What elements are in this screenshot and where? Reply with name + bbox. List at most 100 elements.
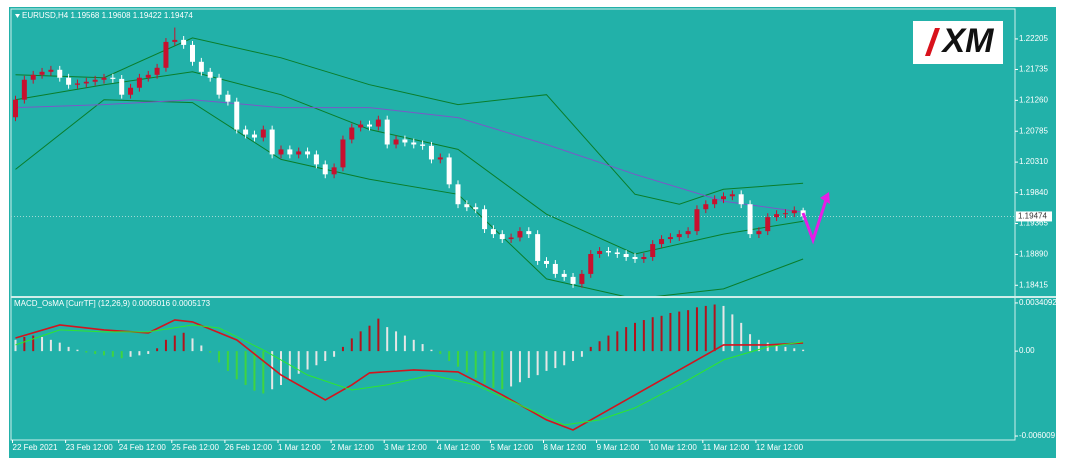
- candle-body: [659, 239, 665, 245]
- plots: EURUSD,H4 1.19568 1.19608 1.19422 1.1947…: [11, 11, 1057, 452]
- x-tick-label: 3 Mar 12:00: [384, 443, 427, 452]
- candle-body: [331, 167, 337, 175]
- x-tick-label: 24 Feb 12:00: [119, 443, 167, 452]
- candle-body: [190, 44, 195, 62]
- candle-body: [428, 145, 434, 160]
- candle-body: [508, 237, 514, 240]
- candle-body: [623, 254, 629, 257]
- candle-body: [66, 77, 72, 85]
- bollinger-band: [15, 37, 804, 205]
- arrow-head: [820, 192, 830, 204]
- candle-body: [367, 124, 372, 127]
- y-tick-label: 1.19365: [1019, 219, 1048, 228]
- candle-body: [588, 254, 594, 274]
- candle-body: [322, 164, 328, 175]
- candle-body: [39, 71, 45, 75]
- y-tick-label: 1.22205: [1019, 34, 1048, 43]
- candle-body: [305, 151, 311, 155]
- background: [9, 7, 1056, 458]
- candle-body: [393, 139, 399, 145]
- candle-body: [101, 77, 107, 80]
- candle-body: [712, 199, 718, 205]
- moving-average: [15, 99, 804, 213]
- candle-body: [313, 154, 319, 165]
- logo: XM: [913, 21, 1003, 64]
- candle-body: [163, 41, 169, 68]
- candle-body: [234, 101, 240, 130]
- candle-body: [340, 139, 346, 168]
- indicator-title: MACD_OsMA [CurrTF] (12,26,9) 0.0005016 0…: [14, 299, 211, 308]
- candle-body: [570, 276, 576, 284]
- candle-body: [756, 231, 762, 235]
- x-tick-label: 2 Mar 12:00: [331, 443, 374, 452]
- candle-body: [269, 129, 275, 155]
- candle-body: [499, 234, 505, 240]
- candle-body: [694, 209, 700, 232]
- candle-body: [296, 151, 302, 155]
- candle-body: [747, 204, 753, 235]
- candle-body: [92, 79, 98, 82]
- candle-body: [349, 127, 355, 140]
- candle-body: [464, 204, 470, 208]
- logo-box: [913, 21, 1003, 64]
- candle-body: [517, 231, 523, 238]
- chart-title: EURUSD,H4 1.19568 1.19608 1.19422 1.1947…: [22, 11, 193, 20]
- candle-body: [544, 260, 549, 264]
- candle-body: [375, 119, 381, 127]
- candle-body: [765, 217, 771, 232]
- x-tick-label: 4 Mar 12:00: [437, 443, 480, 452]
- candle-body: [632, 257, 638, 260]
- y-tick-label: 1.21260: [1019, 95, 1048, 104]
- candle-body: [791, 210, 797, 214]
- candle-body: [774, 214, 780, 218]
- candle-body: [402, 139, 408, 143]
- candle-body: [535, 234, 541, 261]
- last-price-box: [1016, 211, 1052, 222]
- y-tick-label: 1.18415: [1019, 280, 1048, 289]
- menu-triangle: [15, 14, 20, 18]
- signal-line: [15, 324, 804, 426]
- candle-body: [110, 77, 116, 79]
- plot-frame: [10, 8, 1016, 441]
- candle-body: [119, 78, 125, 95]
- candle-body: [667, 237, 673, 240]
- x-tick-label: 10 Mar 12:00: [650, 443, 698, 452]
- candle-body: [721, 196, 726, 200]
- candle-body: [685, 231, 691, 235]
- candle-body: [703, 204, 709, 210]
- y-tick-label: 1.20785: [1019, 126, 1048, 135]
- candle-body: [278, 149, 284, 155]
- x-tick-label: 5 Mar 12:00: [490, 443, 533, 452]
- candle-body: [482, 209, 488, 230]
- candle-body: [287, 149, 293, 155]
- candle-body: [437, 157, 443, 160]
- candle-body: [260, 129, 266, 138]
- candle-body: [13, 99, 18, 118]
- candle-body: [128, 87, 134, 95]
- x-tick-label: 8 Mar 12:00: [544, 443, 587, 452]
- candle-body: [676, 234, 682, 238]
- candle-body: [198, 61, 204, 72]
- y-tick-label: -0.006009: [1019, 431, 1056, 440]
- y-tick-label: 0.00: [1019, 346, 1035, 355]
- last-price-label: 1.19474: [1018, 212, 1047, 221]
- macd-line: [15, 319, 804, 431]
- y-tick-label: 1.19840: [1019, 188, 1048, 197]
- candle-body: [446, 157, 452, 185]
- candle-body: [57, 69, 63, 78]
- candle-body: [74, 83, 80, 85]
- candle-body: [561, 273, 567, 277]
- logo-text: XM: [941, 22, 995, 60]
- x-tick-label: 12 Mar 12:00: [756, 443, 804, 452]
- candle-body: [216, 77, 222, 95]
- signal-arrow: [801, 192, 830, 245]
- candle-body: [48, 69, 54, 72]
- x-tick-label: 23 Feb 12:00: [66, 443, 114, 452]
- candle-body: [358, 124, 364, 128]
- candle-body: [650, 244, 656, 257]
- x-tick-label: 11 Mar 12:00: [703, 443, 750, 452]
- candle-body: [21, 79, 27, 100]
- candle-body: [172, 39, 178, 42]
- x-tick-label: 22 Feb 2021: [13, 443, 58, 452]
